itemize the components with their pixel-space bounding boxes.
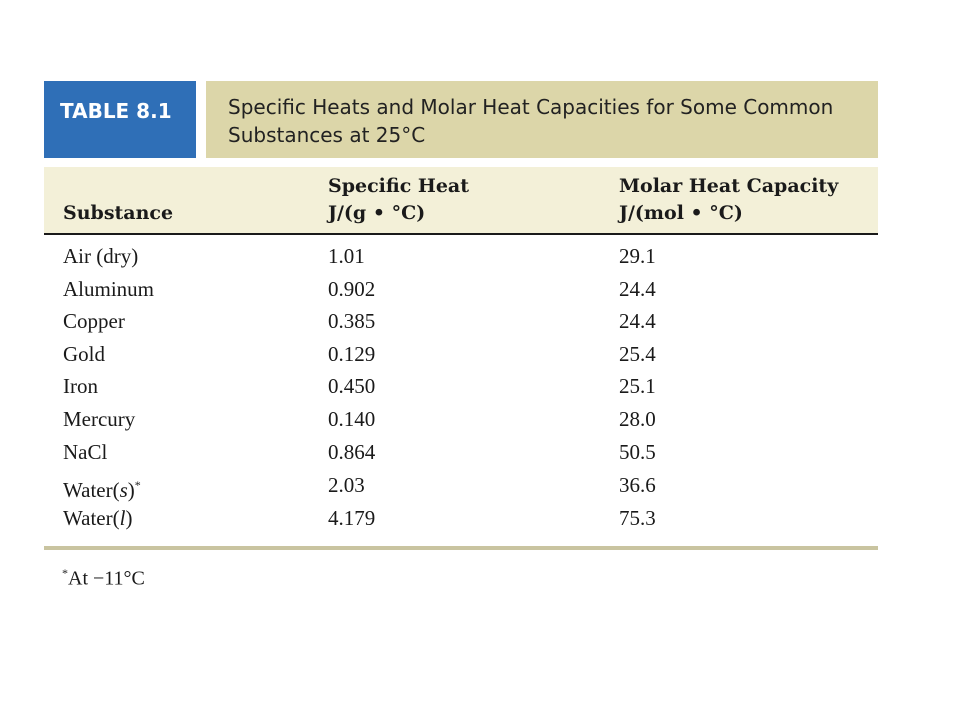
- table-row: Iron 0.450 25.1: [44, 370, 878, 403]
- cell-substance: Water(s)*: [63, 478, 141, 502]
- cell-molar-heat-capacity: 25.1: [619, 374, 656, 398]
- cell-specific-heat: 0.129: [328, 342, 376, 366]
- footnote-marker: *: [134, 478, 141, 492]
- cell-molar-heat-capacity: 28.0: [619, 407, 656, 431]
- cell-substance: Air (dry): [63, 244, 139, 268]
- cell-molar-heat-capacity: 50.5: [619, 440, 656, 464]
- table-row: Aluminum 0.902 24.4: [44, 273, 878, 306]
- footnote-text: At −11°C: [68, 567, 145, 590]
- cell-substance: Gold: [63, 342, 105, 366]
- table-row: Gold 0.129 25.4: [44, 338, 878, 371]
- header-molar-heat-capacity: Molar Heat Capacity J/(mol • °C): [619, 173, 838, 227]
- header-substance: Substance: [63, 202, 174, 224]
- table-row: Air (dry) 1.01 29.1: [44, 240, 878, 273]
- table-header: Substance Specific Heat J/(g • °C) Molar…: [44, 167, 878, 235]
- cell-specific-heat: 0.864: [328, 440, 376, 464]
- header-molar-unit: J/(mol • °C): [619, 202, 743, 224]
- cell-specific-heat: 1.01: [328, 244, 365, 268]
- table-row: Copper 0.385 24.4: [44, 305, 878, 338]
- cell-specific-heat: 2.03: [328, 473, 365, 497]
- cell-specific-heat: 0.902: [328, 277, 376, 301]
- cell-substance: Iron: [63, 374, 98, 398]
- table-row: Mercury 0.140 28.0: [44, 403, 878, 436]
- cell-specific-heat: 0.450: [328, 374, 376, 398]
- cell-specific-heat: 4.179: [328, 506, 376, 530]
- cell-substance: Copper: [63, 309, 125, 333]
- cell-specific-heat: 0.140: [328, 407, 376, 431]
- cell-substance: Mercury: [63, 407, 136, 431]
- table-bottom-rule: [44, 546, 878, 550]
- header-specific-heat: Specific Heat J/(g • °C): [328, 173, 469, 227]
- header-specific-heat-unit: J/(g • °C): [328, 202, 426, 224]
- cell-molar-heat-capacity: 25.4: [619, 342, 656, 366]
- table-row: Water(s)* 2.03 36.6: [44, 469, 878, 502]
- cell-substance: Aluminum: [63, 277, 155, 301]
- table-label: TABLE 8.1: [44, 81, 196, 158]
- table-row: Water(l) 4.179 75.3: [44, 502, 878, 535]
- cell-substance: NaCl: [63, 440, 108, 464]
- cell-specific-heat: 0.385: [328, 309, 376, 333]
- cell-molar-heat-capacity: 24.4: [619, 277, 656, 301]
- caption-line-1: Specific Heats and Molar Heat Capacities…: [228, 95, 834, 119]
- cell-molar-heat-capacity: 24.4: [619, 309, 656, 333]
- cell-molar-heat-capacity: 36.6: [619, 473, 656, 497]
- cell-substance: Water(l): [63, 506, 133, 530]
- cell-molar-heat-capacity: 29.1: [619, 244, 656, 268]
- table-caption: Specific Heats and Molar Heat Capacities…: [206, 81, 878, 158]
- header-molar-title: Molar Heat Capacity: [619, 175, 839, 197]
- caption-line-2: Substances at 25°C: [228, 123, 426, 147]
- header-specific-heat-title: Specific Heat: [328, 175, 470, 197]
- cell-molar-heat-capacity: 75.3: [619, 506, 656, 530]
- table-row: NaCl 0.864 50.5: [44, 436, 878, 469]
- footnote-mark: *: [62, 566, 68, 580]
- table-footnote: *At −11°C: [62, 566, 145, 591]
